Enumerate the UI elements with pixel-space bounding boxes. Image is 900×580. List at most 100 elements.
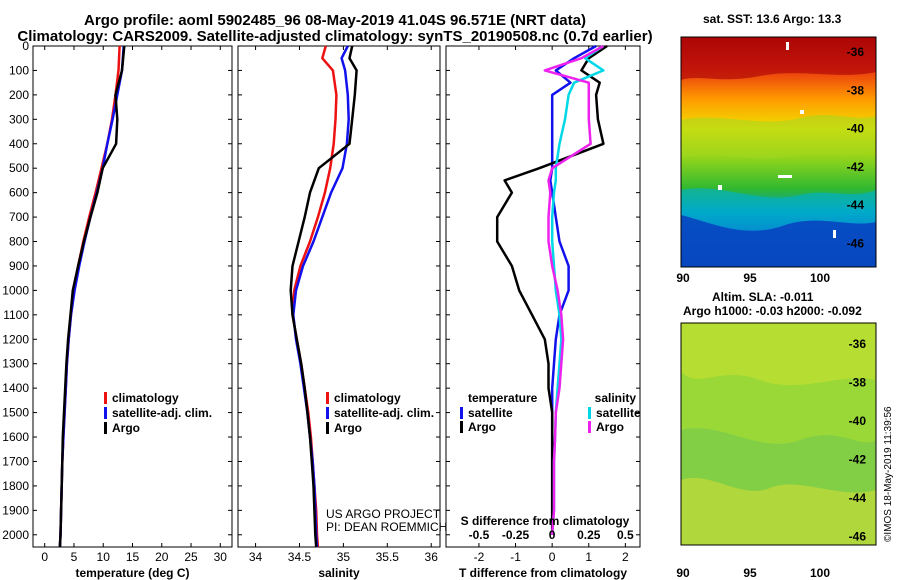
- depth-tick-label: 1200: [2, 332, 29, 346]
- x-axis-label: T difference from climatology: [459, 566, 627, 580]
- sst-lat-label: -40: [847, 122, 865, 136]
- sla-lon-label: 100: [810, 566, 830, 580]
- x-tick-label: 15: [126, 550, 140, 564]
- sst-lat-label: -36: [847, 45, 865, 59]
- sst-lat-label: -46: [847, 237, 865, 251]
- sla-map-title: Altim. SLA: -0.011: [712, 290, 814, 304]
- x-tick-label: 2: [622, 550, 629, 564]
- sla-lat-label: -38: [849, 376, 867, 390]
- x-tick-label: 35: [337, 550, 351, 564]
- temperature-panel: 0100200300400500600700800900100011001200…: [2, 39, 233, 580]
- series-line: [292, 45, 350, 548]
- sst-map-title: sat. SST: 13.6 Argo: 13.3: [703, 12, 842, 26]
- project-annotation: US ARGO PROJECT: [326, 507, 441, 521]
- sst-lat-label: -44: [847, 198, 865, 212]
- series-line: [58, 45, 126, 548]
- series-line: [550, 44, 605, 535]
- sla-lat-label: -42: [849, 453, 867, 467]
- legend-swatch: [460, 407, 463, 419]
- depth-tick-label: 200: [9, 88, 29, 102]
- legend-label: satellite-adj. clim.: [334, 406, 434, 420]
- s-tick-label: 0: [549, 528, 556, 542]
- depth-tick-label: 100: [9, 63, 29, 77]
- s-tick-label: -0.5: [469, 528, 490, 542]
- project-annotation: PI: DEAN ROEMMICH: [326, 520, 447, 534]
- salinity-panel: 34 34.5 35 35.5 36 salinity climatologysatelli…: [237, 45, 447, 580]
- legend-label: climatology: [112, 391, 179, 405]
- depth-tick-label: 800: [9, 235, 29, 249]
- sst-lat-label: -42: [847, 160, 865, 174]
- legend-title: salinity: [595, 391, 637, 405]
- x-tick-label: 0: [549, 550, 556, 564]
- figure-subtitle: Climatology: CARS2009. Satellite-adjuste…: [17, 28, 653, 45]
- legend-swatch: [588, 407, 591, 419]
- series-line: [543, 44, 605, 535]
- depth-tick-label: 1500: [2, 406, 29, 420]
- depth-tick-label: 0: [22, 39, 29, 53]
- x-tick-label: 5: [71, 550, 78, 564]
- x-tick-label: 30: [214, 550, 228, 564]
- plot-frame: [237, 45, 441, 548]
- sst-lon-label: 95: [743, 271, 757, 285]
- legend-swatch: [588, 421, 591, 433]
- legend-swatch: [326, 407, 329, 419]
- difference-panel: -2 -1 0 1 2 T difference from climatology -0.5…: [445, 44, 641, 580]
- legend-label: satellite-adj. clim.: [112, 406, 212, 420]
- x-tick-label: 25: [184, 550, 198, 564]
- legend-swatch: [104, 422, 107, 434]
- depth-tick-label: 1100: [3, 308, 29, 322]
- sla-lat-label: -44: [849, 491, 867, 505]
- sst-lat-label: -38: [847, 83, 865, 97]
- legend-label: Argo: [334, 421, 362, 435]
- legend-label: Argo: [112, 421, 140, 435]
- depth-tick-label: 300: [9, 112, 29, 126]
- x-tick-label: 34.5: [288, 550, 312, 564]
- depth-tick-label: 1900: [2, 503, 29, 517]
- x-tick-label: 10: [97, 550, 111, 564]
- legend-swatch: [326, 422, 329, 434]
- sla-map: [680, 322, 877, 546]
- plot-frame: [445, 45, 641, 548]
- depth-tick-label: 1000: [2, 283, 29, 297]
- series-line: [58, 45, 125, 548]
- sst-map: [680, 36, 877, 268]
- depth-tick-label: 1800: [2, 479, 29, 493]
- s-tick-label: 0.5: [617, 528, 634, 542]
- series-line: [289, 45, 358, 548]
- legend-label: Argo: [468, 420, 496, 434]
- sla-map-subtitle: Argo h1000: -0.03 h2000: -0.092: [683, 304, 862, 318]
- figure-title: Argo profile: aoml 5902485_96 08-May-201…: [84, 12, 586, 29]
- sla-lat-label: -40: [849, 414, 867, 428]
- depth-tick-label: 2000: [2, 528, 29, 542]
- x-axis-label: temperature (deg C): [75, 566, 189, 580]
- depth-tick-label: 400: [9, 137, 29, 151]
- x-tick-label: 1: [585, 550, 592, 564]
- x-tick-label: 0: [41, 550, 48, 564]
- x-tick-label: -1: [510, 550, 521, 564]
- x-tick-label: 34: [249, 550, 263, 564]
- legend-swatch: [326, 392, 329, 404]
- depth-tick-label: 1300: [2, 357, 29, 371]
- x-tick-label: 20: [155, 550, 169, 564]
- s-tick-label: -0.25: [502, 528, 530, 542]
- depth-tick-label: 700: [9, 210, 29, 224]
- legend-swatch: [104, 407, 107, 419]
- legend-swatch: [460, 421, 463, 433]
- depth-tick-label: 1700: [2, 454, 29, 468]
- sst-lon-label: 90: [676, 271, 690, 285]
- x-tick-label: -2: [474, 550, 485, 564]
- legend-label: Argo: [596, 420, 624, 434]
- legend-label: climatology: [334, 391, 401, 405]
- x-axis-label: salinity: [318, 566, 360, 580]
- legend-label: satellite: [468, 406, 513, 420]
- legend-title: temperature: [468, 391, 538, 405]
- sla-lat-label: -46: [849, 530, 867, 544]
- legend-swatch: [104, 392, 107, 404]
- legend-label: satellite: [596, 406, 641, 420]
- depth-tick-label: 600: [9, 186, 29, 200]
- s-tick-label: 0.25: [577, 528, 601, 542]
- series-line: [495, 44, 608, 535]
- depth-tick-label: 1400: [2, 381, 29, 395]
- x-tick-label: 35.5: [376, 550, 400, 564]
